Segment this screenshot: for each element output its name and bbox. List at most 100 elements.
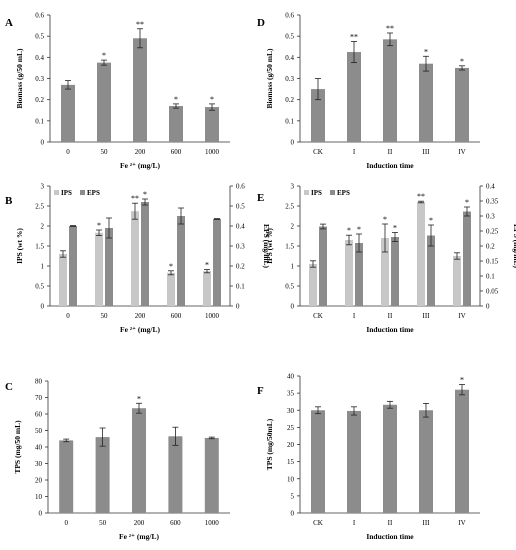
y-tick-label: 2.5 [35,203,44,211]
x-tick-label: IV [458,148,465,156]
y-tick-right-label: 0.15 [486,258,499,266]
error-bar [63,438,70,443]
x-tick-label: III [423,519,431,527]
error-bar [204,269,210,274]
error-bar [387,400,393,409]
panel-label-d: D [257,17,265,29]
y-tick-label: 0.4 [285,54,294,62]
error-bar [423,402,429,418]
y-tick-right-label: 0.3 [486,213,495,221]
significance-mark: * [393,224,397,233]
y-tick-label: 1.5 [35,243,44,251]
bar-ips [345,240,353,306]
error-bar [214,218,220,220]
error-bar [464,206,470,217]
error-bar [351,41,357,64]
y-tick-right-label: 0.1 [486,273,495,281]
error-bar [142,198,148,206]
bar-eps [69,226,77,306]
y-tick-label: 10 [35,493,43,501]
panel-a: A 0 0.1 0.2 0.3 0.4 0.5 0.6 Biomass (g/50 mL) 0 50… [5,12,230,170]
x-axis-title: Fe ²⁺ (mg/L) [119,532,159,541]
bar [383,39,397,142]
x-tick-label: 200 [135,148,146,156]
y-tick-label: 0 [291,510,295,518]
x-tick-label: CK [313,312,323,320]
bar [132,408,146,513]
y-axis-right-title: EPS (mg/mL) [512,224,516,268]
y-tick-label: 10 [287,475,295,483]
error-bar [459,65,465,71]
bar [311,410,325,513]
x-tick-label: 50 [101,148,109,156]
significance-mark: * [460,57,464,66]
significance-mark: * [205,261,209,270]
error-bar [310,260,316,268]
bar-ips [453,256,461,306]
y-axis-title: TPS (mg/50 mL) [13,420,22,474]
x-tick-label: II [388,312,393,320]
y-tick-label: 50 [35,427,43,435]
y-tick-label: 0.3 [35,75,44,83]
y-tick-right-label: 0.2 [236,263,245,271]
error-bar [351,406,357,416]
legend-label-ips: IPS [61,189,72,197]
x-tick-label: 0 [66,148,70,156]
y-tick-label: 30 [287,407,295,415]
bar [311,89,325,142]
x-tick-label: CK [313,148,323,156]
y-tick-label: 0 [291,139,295,147]
significance-mark: * [383,215,387,224]
x-tick-label: II [388,148,393,156]
y-tick-label: 0.1 [35,117,44,125]
legend-swatch-eps [330,190,335,195]
panel-label-e: E [257,192,264,204]
error-bar [382,223,388,253]
bar [133,38,147,142]
y-tick-label: 3 [291,183,295,191]
y-tick-right-label: 0.35 [486,198,499,206]
y-tick-label: 80 [35,378,43,386]
bar [59,440,74,513]
bar [168,436,183,513]
bar-eps [105,228,113,306]
significance-mark: * [210,95,214,104]
y-tick-label: 2.5 [285,203,294,211]
y-tick-right-label: 0 [486,303,490,311]
error-bar [454,252,460,260]
bar-eps [427,235,435,306]
error-bar [101,59,107,66]
bar-ips [381,238,389,306]
error-bar [60,250,66,258]
legend-label-eps: EPS [337,189,350,197]
error-bar [96,229,102,237]
y-axis-title: IPS (wt %) [15,228,24,264]
x-tick-label: CK [313,519,323,527]
x-tick-label: IV [458,312,465,320]
bar [455,67,469,142]
error-bar [70,225,76,227]
bar-eps [177,216,185,306]
y-tick-label: 0.3 [285,75,294,83]
bar-eps [391,237,399,306]
x-tick-label: 200 [135,312,146,320]
x-tick-label: 200 [134,519,145,527]
y-tick-label: 0.6 [35,12,44,20]
x-tick-label: 0 [66,312,70,320]
x-tick-label: IV [458,519,465,527]
y-tick-label: 70 [35,394,43,402]
bar-ips [167,272,175,306]
y-tick-label: 0 [41,303,45,311]
bar [347,52,361,142]
error-bar [178,207,184,225]
error-bar [208,436,215,440]
error-bar [387,32,393,47]
y-tick-label: 0.5 [35,283,44,291]
significance-mark: * [137,394,141,403]
y-tick-label: 20 [35,477,43,485]
significance-mark: * [429,216,433,225]
legend-swatch-ips [54,190,59,195]
y-tick-label: 0 [41,139,45,147]
bar-ips [131,211,139,306]
